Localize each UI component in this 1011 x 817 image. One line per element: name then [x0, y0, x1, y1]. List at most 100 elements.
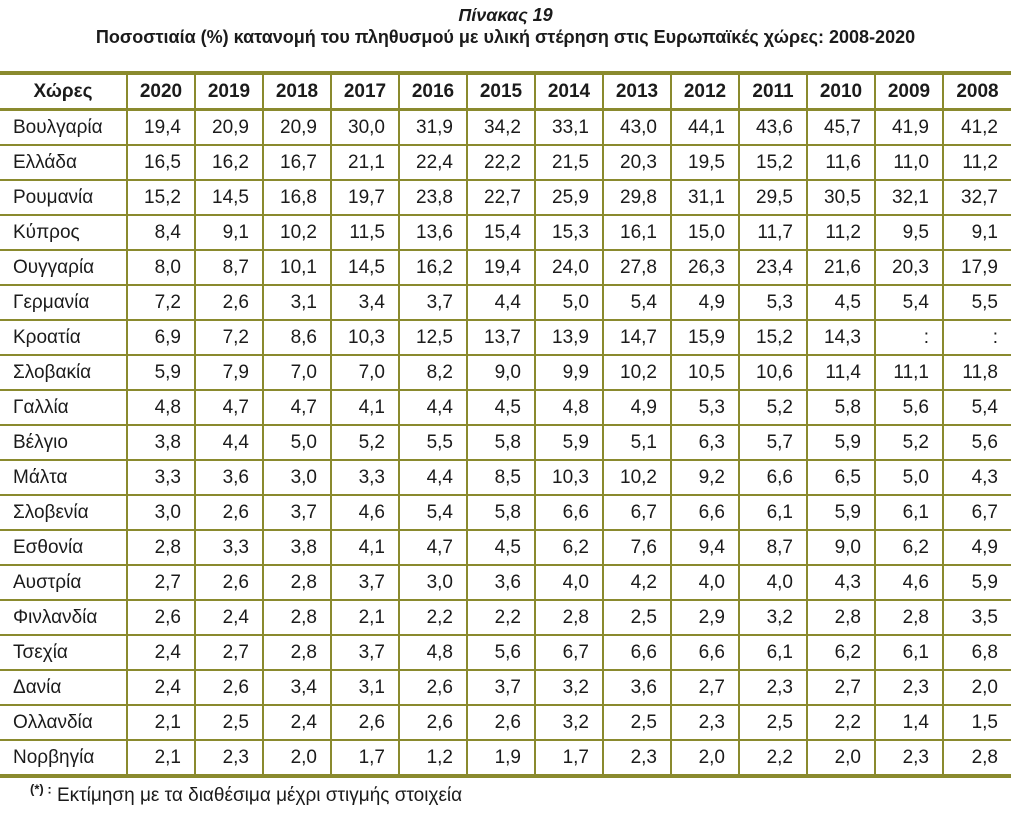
- value-cell: 10,5: [670, 355, 739, 391]
- value-cell: 2,6: [126, 600, 195, 636]
- footnote-text: Εκτίμηση με τα διαθέσιμα μέχρι στιγμής σ…: [56, 785, 463, 806]
- value-cell: :: [874, 320, 943, 356]
- table-row: Σλοβενία 3,0 2,6 3,7 4,6 5,4 5,8 6,6 6,7 6,6 6,1 5,…: [0, 495, 1011, 531]
- value-cell: 5,0: [534, 285, 603, 321]
- value-cell: 2,5: [738, 705, 807, 741]
- value-cell: 10,3: [330, 320, 399, 356]
- table-row: Ουγγαρία 8,0 8,7 10,1 14,5 16,2 19,4 24,0 27,8 26…: [0, 250, 1011, 286]
- value-cell: 9,5: [874, 215, 943, 251]
- value-cell: 13,6: [398, 215, 467, 251]
- table-row: Γερμανία 7,2 2,6 3,1 3,4 3,7 4,4 5,0 5,4 4,9 5,3 4,…: [0, 285, 1011, 321]
- value-cell: 14,5: [330, 250, 399, 286]
- value-cell: 3,1: [330, 670, 399, 706]
- value-cell: 7,2: [126, 285, 195, 321]
- value-cell: 2,2: [466, 600, 535, 636]
- value-cell: 2,7: [806, 670, 875, 706]
- value-cell: 32,1: [874, 180, 943, 216]
- value-cell: 5,9: [806, 425, 875, 461]
- footnote-marker: (*) :: [30, 781, 52, 797]
- value-cell: 5,6: [466, 635, 535, 671]
- value-cell: 29,8: [602, 180, 671, 216]
- table-row: Σλοβακία 5,9 7,9 7,0 7,0 8,2 9,0 9,9 10,2 10,5 10,…: [0, 355, 1011, 391]
- value-cell: 8,2: [398, 355, 467, 391]
- value-cell: 20,9: [194, 109, 263, 146]
- value-cell: 2,6: [398, 705, 467, 741]
- country-cell: Αυστρία: [0, 565, 127, 601]
- value-cell: 6,3: [670, 425, 739, 461]
- value-cell: 6,8: [942, 635, 1011, 671]
- value-cell: 3,7: [262, 495, 331, 531]
- value-cell: 7,9: [194, 355, 263, 391]
- value-cell: 2,8: [126, 530, 195, 566]
- value-cell: 6,5: [806, 460, 875, 496]
- value-cell: 6,1: [738, 635, 807, 671]
- country-cell: Γερμανία: [0, 285, 127, 321]
- value-cell: 2,3: [602, 740, 671, 776]
- value-cell: 2,8: [942, 740, 1011, 776]
- value-cell: 6,6: [670, 635, 739, 671]
- country-cell: Δανία: [0, 670, 127, 706]
- value-cell: 2,0: [262, 740, 331, 776]
- value-cell: 3,0: [262, 460, 331, 496]
- value-cell: 4,3: [806, 565, 875, 601]
- value-cell: 11,2: [806, 215, 875, 251]
- value-cell: 4,9: [670, 285, 739, 321]
- value-cell: 30,0: [330, 109, 399, 146]
- value-cell: 5,0: [874, 460, 943, 496]
- value-cell: 3,0: [398, 565, 467, 601]
- table-header: Χώρες 2020 2019 2018 2017 2016 2015 2014 2013 201…: [0, 73, 1011, 111]
- value-cell: 8,7: [738, 530, 807, 566]
- value-cell: 2,6: [194, 565, 263, 601]
- country-cell: Ολλανδία: [0, 705, 127, 741]
- value-cell: 7,0: [330, 355, 399, 391]
- value-cell: 2,3: [670, 705, 739, 741]
- value-cell: 21,5: [534, 145, 603, 181]
- value-cell: 4,7: [262, 390, 331, 426]
- value-cell: 3,2: [738, 600, 807, 636]
- value-cell: 5,4: [398, 495, 467, 531]
- country-cell: Κύπρος: [0, 215, 127, 251]
- value-cell: 41,2: [942, 109, 1011, 146]
- value-cell: 9,9: [534, 355, 603, 391]
- column-header-year: 2015: [466, 73, 535, 111]
- value-cell: 2,6: [194, 495, 263, 531]
- value-cell: 23,4: [738, 250, 807, 286]
- value-cell: 14,7: [602, 320, 671, 356]
- value-cell: 3,6: [194, 460, 263, 496]
- value-cell: 30,5: [806, 180, 875, 216]
- value-cell: 3,4: [262, 670, 331, 706]
- value-cell: 3,5: [942, 600, 1011, 636]
- column-header-year: 2017: [330, 73, 399, 111]
- country-cell: Νορβηγία: [13, 747, 95, 768]
- value-cell: 8,7: [194, 250, 263, 286]
- value-cell: 17,9: [942, 250, 1011, 286]
- column-header-year: 2010: [806, 73, 875, 111]
- country-cell: Ελλάδα: [0, 145, 127, 181]
- value-cell: 15,0: [670, 215, 739, 251]
- country-cell: Σλοβακία: [0, 355, 127, 391]
- page: Πίνακας 19 Ποσοστιαία (%) κατανομή του π…: [0, 4, 1011, 808]
- value-cell: 21,1: [330, 145, 399, 181]
- table-row: Δανία 2,4 2,6 3,4 3,1 2,6 3,7 3,2 3,6 2,7 2,3 2,7 2,…: [0, 670, 1011, 706]
- column-header-year: 2016: [398, 73, 467, 111]
- column-header-year: 2014: [534, 73, 603, 111]
- value-cell: 2,8: [262, 600, 331, 636]
- value-cell: 5,2: [738, 390, 807, 426]
- value-cell: 2,2: [738, 740, 807, 776]
- value-cell: 1,5: [942, 705, 1011, 741]
- table-row: Μάλτα 3,3 3,6 3,0 3,3 4,4 8,5 10,3 10,2 9,2 6,6 6,5…: [0, 460, 1011, 496]
- value-cell: 8,5: [466, 460, 535, 496]
- country-cell: Ρουμανία: [0, 180, 127, 216]
- value-cell: 3,7: [330, 565, 399, 601]
- value-cell: 11,6: [806, 145, 875, 181]
- value-cell: 2,0: [806, 740, 875, 776]
- value-cell: 29,5: [738, 180, 807, 216]
- value-cell: 9,0: [466, 355, 535, 391]
- value-cell: 5,5: [398, 425, 467, 461]
- value-cell: 4,7: [194, 390, 263, 426]
- value-cell: 2,7: [670, 670, 739, 706]
- table-row: Φινλανδία 2,6 2,4 2,8 2,1 2,2 2,2 2,8 2,5 2,9 3,2 2…: [0, 600, 1011, 636]
- value-cell: 7,6: [602, 530, 671, 566]
- value-cell: 3,3: [126, 460, 195, 496]
- value-cell: 19,4: [126, 109, 195, 146]
